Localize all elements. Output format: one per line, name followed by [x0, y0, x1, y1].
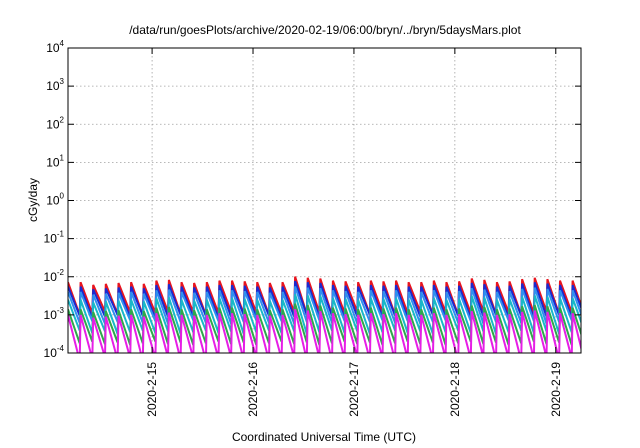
y-tick-label: 101 — [46, 153, 64, 169]
x-axis-label: Coordinated Universal Time (UTC) — [232, 430, 416, 444]
series-line — [68, 309, 581, 353]
x-tick-label: 2020-2-16 — [246, 362, 260, 417]
grid — [68, 48, 581, 353]
y-tick-label: 102 — [46, 115, 64, 131]
y-tick-label: 10-3 — [44, 306, 65, 322]
x-tick-label: 2020-2-19 — [549, 362, 563, 417]
x-tick-label: 2020-2-17 — [347, 362, 361, 417]
y-tick-label: 10-4 — [44, 344, 65, 360]
axes: 10-4 10-3 10-2 10-1 100 101 102 103 104 2020-2-15… — [44, 39, 581, 417]
y-tick-label: 10-2 — [44, 268, 65, 284]
y-axis-label: cGy/day — [26, 178, 40, 222]
y-tick-label: 10-1 — [44, 230, 65, 246]
x-tick-label: 2020-2-15 — [145, 362, 159, 417]
y-tick-label: 104 — [46, 39, 64, 55]
y-tick-label: 100 — [46, 192, 64, 208]
chart-title: /data/run/goesPlots/archive/2020-02-19/0… — [129, 23, 521, 37]
y-tick-label: 103 — [46, 77, 64, 93]
series-layer — [68, 276, 581, 353]
x-tick-label: 2020-2-18 — [448, 362, 462, 417]
